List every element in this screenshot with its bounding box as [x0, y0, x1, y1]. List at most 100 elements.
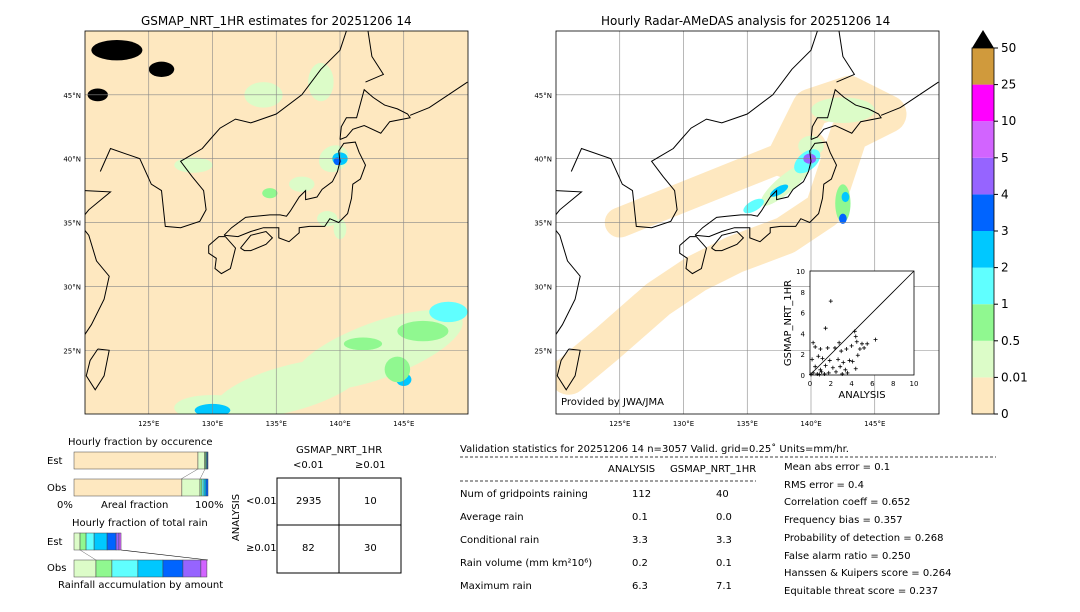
scatter-diagonal: [809, 270, 915, 376]
stats-row-label: Average rain: [460, 512, 524, 523]
colorbar-label: 0.01: [1001, 370, 1028, 384]
stats-row-analysis: 112: [632, 489, 652, 500]
totalrain-est-segment: [85, 532, 95, 551]
rain-area: [174, 157, 213, 173]
scatter-point: [839, 349, 844, 354]
contingency-col1: <0.01: [293, 460, 324, 471]
rain-area: [397, 320, 449, 342]
coastline-taiwan: [556, 348, 581, 391]
rain-area: [214, 358, 364, 414]
colorbar-segment: [972, 194, 994, 231]
stats-col-gsmap: GSMAP_NRT_1HR: [670, 464, 757, 475]
colorbar-label: 25: [1001, 78, 1016, 92]
scatter-point: [873, 337, 878, 342]
coastline-hokkaido: [339, 88, 411, 140]
occurrence-x0: 0%: [57, 500, 73, 511]
scatter-point: [844, 347, 849, 351]
coastline-kyushu: [679, 236, 708, 275]
rain-area: [743, 198, 764, 214]
colorbar-label: 10: [1001, 114, 1016, 128]
scatter-point: [849, 343, 854, 348]
coastline-kurils: [409, 81, 468, 116]
colorbar-label: 2: [1001, 261, 1009, 275]
scatter-point: [822, 371, 827, 376]
colorbar-label: 50: [1001, 41, 1016, 55]
scatter-point: [815, 371, 820, 376]
occurrence-obs-segment: [203, 478, 207, 497]
scatter-x-tick: 2: [829, 380, 833, 388]
rain-area: [317, 211, 338, 227]
colorbar-label: 0.5: [1001, 334, 1020, 348]
occurrence-obs-segment: [181, 478, 201, 497]
colorbar-extend-triangle: [972, 30, 994, 48]
totalrain-obs-segment: [182, 559, 202, 578]
lat-tick-label: 30°N: [63, 283, 81, 291]
right-map-content: [556, 31, 939, 414]
occurrence-est-segment: [197, 451, 205, 470]
occurrence-obs-segment: [205, 478, 209, 497]
stats-row-analysis: 6.3: [632, 581, 648, 592]
lat-tick-label: 45°N: [534, 92, 552, 100]
lat-tick-label: 45°N: [63, 92, 81, 100]
scatter-point: [818, 347, 823, 351]
colorbar-label: 5: [1001, 151, 1009, 165]
scatter-point: [823, 363, 828, 368]
contingency-title: GSMAP_NRT_1HR: [296, 445, 383, 456]
scatter-point: [813, 364, 818, 369]
colorbar-segment: [972, 84, 994, 122]
scatter-point: [838, 364, 843, 369]
totalrain-est-segment: [106, 532, 117, 551]
score-line: Mean abs error = 0.1: [784, 462, 891, 473]
lat-tick-label: 25°N: [534, 347, 552, 355]
coastline-taiwan: [85, 348, 110, 391]
colorbar-segment: [972, 340, 994, 378]
scatter-point: [840, 371, 845, 376]
totalrain-obs-segment: [73, 559, 97, 578]
scatter-point: [809, 372, 814, 377]
totalrain-est-segment: [118, 532, 122, 551]
colorbar-label: 1: [1001, 297, 1009, 311]
stats-row-analysis: 3.3: [632, 535, 648, 546]
left-map-title: GSMAP_NRT_1HR estimates for 20251206 14: [141, 14, 412, 28]
lat-tick-label: 30°N: [534, 283, 552, 291]
scatter-point: [820, 356, 825, 361]
rain-area: [839, 213, 847, 224]
totalrain-connector: [120, 549, 209, 561]
scatter-point: [825, 345, 830, 350]
totalrain-est-label: Est: [47, 537, 63, 548]
scatter-point: [850, 359, 855, 364]
rain-area: [811, 97, 875, 123]
totalrain-title: Hourly fraction of total rain: [72, 518, 208, 529]
colorbar-segment: [972, 48, 994, 85]
totalrain-obs-segment: [137, 559, 164, 578]
stats-row-gsmap: 3.3: [716, 535, 732, 546]
contingency-col2: ≥0.01: [355, 460, 386, 471]
colorbar-segment: [972, 121, 994, 158]
scatter-point: [813, 344, 818, 349]
scatter-y-tick: 0: [801, 372, 805, 380]
score-line: False alarm ratio = 0.250: [784, 550, 911, 562]
coastline-sakhalin: [365, 31, 385, 83]
totalrain-est-segment: [73, 532, 81, 551]
scatter-point: [841, 360, 846, 365]
colorbar-label: 3: [1001, 224, 1009, 238]
occurrence-est-segment: [73, 451, 199, 470]
scatter-point: [853, 366, 858, 371]
coastline-hokkaido: [810, 88, 882, 140]
credit-text: Provided by JWA/JMA: [561, 397, 664, 408]
occurrence-title: Hourly fraction by occurence: [68, 437, 213, 448]
lat-tick-label: 40°N: [63, 156, 81, 164]
scatter-point: [853, 334, 858, 339]
stats-row-gsmap: 0.0: [716, 512, 732, 523]
lon-tick-label: 145°E: [864, 420, 885, 428]
score-line: RMS error = 0.4: [784, 479, 864, 491]
scatter-point: [854, 339, 859, 344]
scatter-point: [816, 354, 821, 359]
lat-tick-label: 35°N: [534, 220, 552, 228]
lat-tick-label: 40°N: [534, 156, 552, 164]
stats-row-label: Num of gridpoints raining: [460, 489, 588, 500]
lon-tick-label: 130°E: [202, 420, 223, 428]
rain-area: [91, 39, 143, 61]
occurrence-obs-segment: [73, 478, 183, 497]
contingency-cell-22: 30: [364, 543, 377, 554]
